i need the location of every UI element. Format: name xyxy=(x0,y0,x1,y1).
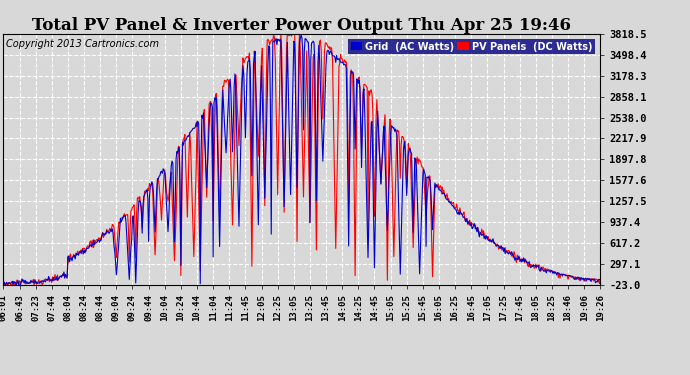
Title: Total PV Panel & Inverter Power Output Thu Apr 25 19:46: Total PV Panel & Inverter Power Output T… xyxy=(32,16,571,34)
Legend: Grid  (AC Watts), PV Panels  (DC Watts): Grid (AC Watts), PV Panels (DC Watts) xyxy=(348,39,595,54)
Text: Copyright 2013 Cartronics.com: Copyright 2013 Cartronics.com xyxy=(6,39,159,49)
